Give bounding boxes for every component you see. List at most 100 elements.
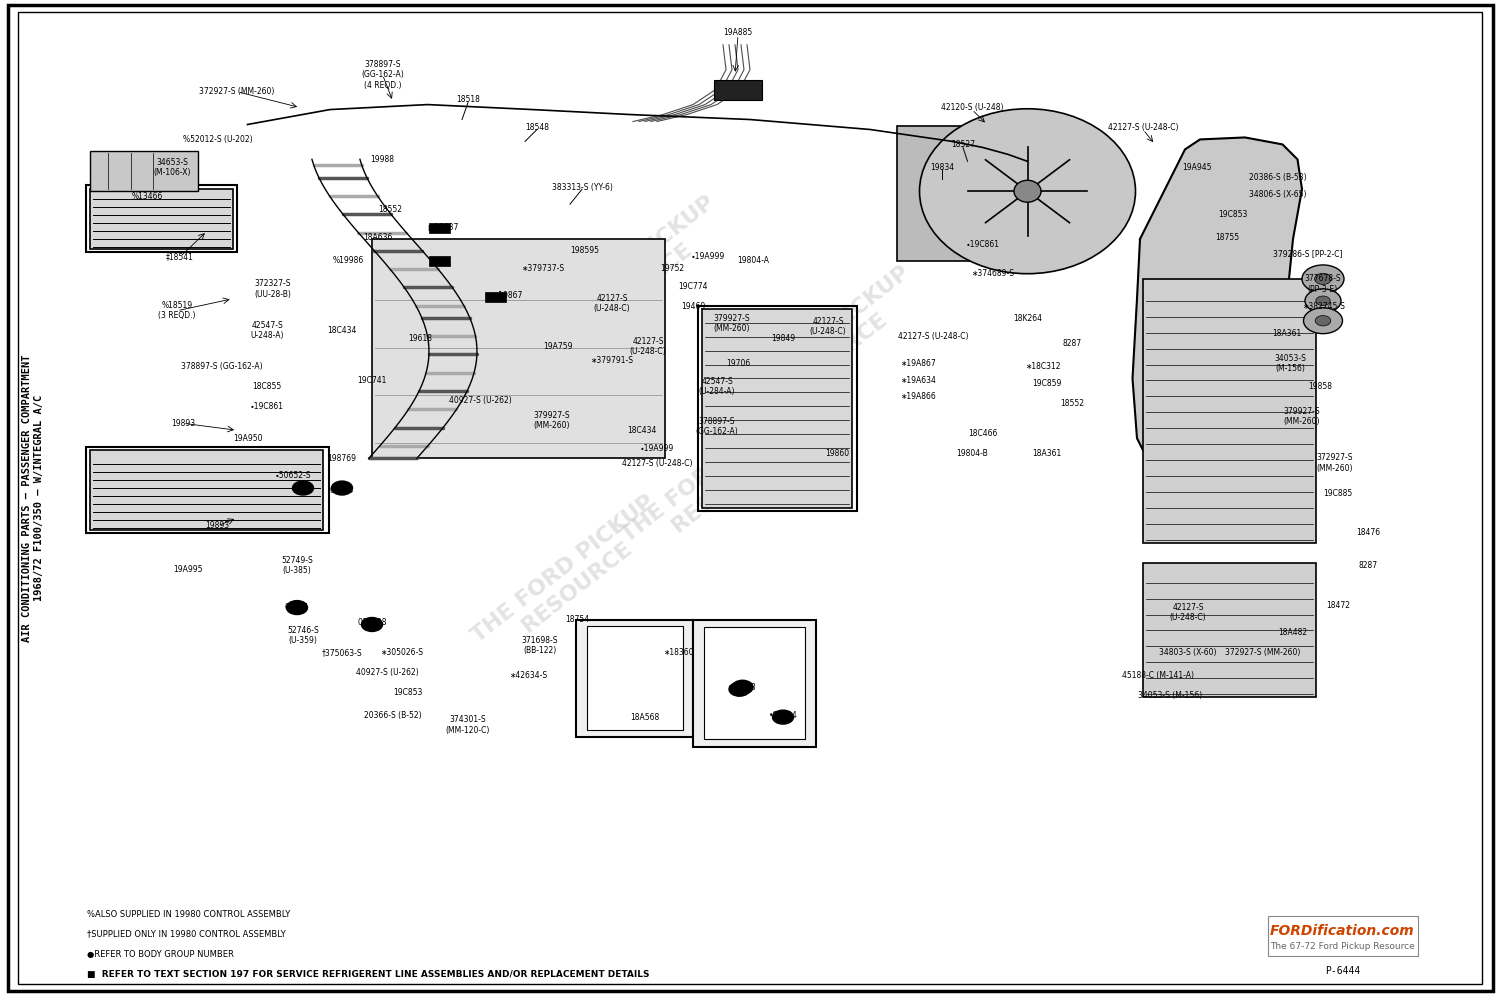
Ellipse shape <box>1316 316 1330 326</box>
Text: 19C853: 19C853 <box>1218 209 1248 219</box>
Text: 42127-S
(U-248-C): 42127-S (U-248-C) <box>1170 603 1206 622</box>
Text: 372327-S
(UU-28-B): 372327-S (UU-28-B) <box>255 279 291 299</box>
Text: 379927-S
(MM-260): 379927-S (MM-260) <box>534 410 570 430</box>
Text: THE FORD PICKUP
RESOURCE: THE FORD PICKUP RESOURCE <box>378 292 582 465</box>
Text: ∙19C861: ∙19C861 <box>251 401 284 411</box>
FancyBboxPatch shape <box>429 256 450 266</box>
Text: 19988: 19988 <box>370 154 394 164</box>
Circle shape <box>729 682 750 696</box>
Polygon shape <box>1132 137 1302 488</box>
Text: 378897-S
(GG-162-A)
(4 REQD.): 378897-S (GG-162-A) (4 REQD.) <box>362 60 404 90</box>
Text: 40927-S (U-262): 40927-S (U-262) <box>448 395 512 405</box>
Text: 42127-S (U-248-C): 42127-S (U-248-C) <box>1107 123 1179 132</box>
Text: 18A568: 18A568 <box>630 712 660 722</box>
Text: 19860: 19860 <box>825 448 849 458</box>
Text: FORDification.com: FORDification.com <box>1270 924 1414 938</box>
Text: ■19837: ■19837 <box>427 222 458 232</box>
Text: †375063-S: †375063-S <box>321 647 363 657</box>
Text: ∗379791-S: ∗379791-S <box>591 356 633 366</box>
Text: 45188-C (M-141-A): 45188-C (M-141-A) <box>1122 670 1194 680</box>
Text: 18C855: 18C855 <box>252 381 282 391</box>
Ellipse shape <box>1304 308 1342 334</box>
Text: 18A361: 18A361 <box>1272 329 1302 339</box>
Text: 378897-S
(GG-162-A): 378897-S (GG-162-A) <box>696 416 738 436</box>
Ellipse shape <box>1014 180 1041 202</box>
Text: ∙19A999: ∙19A999 <box>692 252 724 262</box>
FancyBboxPatch shape <box>576 620 693 737</box>
Text: 18552: 18552 <box>378 204 402 214</box>
Text: 19C853: 19C853 <box>393 687 423 697</box>
Text: THE FORD PICKUP
RESOURCE: THE FORD PICKUP RESOURCE <box>468 491 672 664</box>
Text: 18C466: 18C466 <box>968 428 998 438</box>
Text: ∗379737-S: ∗379737-S <box>522 264 564 274</box>
Text: 372927-S (MM-260): 372927-S (MM-260) <box>1226 647 1300 657</box>
Text: 18A482: 18A482 <box>1278 627 1308 637</box>
Ellipse shape <box>1316 296 1330 306</box>
Text: 18527: 18527 <box>951 139 975 149</box>
Text: 52746-S
(U-359): 52746-S (U-359) <box>286 625 320 645</box>
Text: ∗18C312: ∗18C312 <box>1024 362 1060 372</box>
Text: 19804-A: 19804-A <box>736 256 770 266</box>
Text: ∗19A634: ∗19A634 <box>900 375 936 385</box>
Text: ●REFER TO BODY GROUP NUMBER: ●REFER TO BODY GROUP NUMBER <box>87 949 234 959</box>
Text: ∗382745-S: ∗382745-S <box>1302 302 1344 312</box>
Text: 19C885: 19C885 <box>1323 488 1353 498</box>
Text: AIR CONDITIONING PARTS – PASSENGER COMPARTMENT
1968/72 F100/350 – W/INTEGRAL A/C: AIR CONDITIONING PARTS – PASSENGER COMPA… <box>22 355 44 641</box>
Text: ‡18541: ‡18541 <box>166 252 194 262</box>
Text: 19A950: 19A950 <box>232 433 262 443</box>
FancyBboxPatch shape <box>714 80 762 100</box>
Text: 18754: 18754 <box>566 615 590 624</box>
Text: 18A361: 18A361 <box>1032 448 1062 458</box>
FancyBboxPatch shape <box>1143 563 1316 697</box>
FancyBboxPatch shape <box>8 5 1492 991</box>
Text: 20386-S (B-53): 20386-S (B-53) <box>1250 172 1306 182</box>
Text: THE FORD PICKUP
RESOURCE: THE FORD PICKUP RESOURCE <box>528 192 732 366</box>
Circle shape <box>362 618 382 631</box>
Text: 18518: 18518 <box>456 95 480 105</box>
Text: ∗374689-S: ∗374689-S <box>972 269 1014 279</box>
Text: 19A885: 19A885 <box>723 28 753 38</box>
Text: 19834: 19834 <box>930 162 954 172</box>
FancyBboxPatch shape <box>429 223 450 233</box>
FancyBboxPatch shape <box>90 189 232 249</box>
Ellipse shape <box>1305 289 1341 313</box>
Text: 42127-S
(U-248-C): 42127-S (U-248-C) <box>630 337 666 357</box>
FancyBboxPatch shape <box>702 309 852 508</box>
Text: 18C434: 18C434 <box>627 425 657 435</box>
Text: 19A759: 19A759 <box>543 342 573 352</box>
Text: ∗19A866: ∗19A866 <box>900 391 936 401</box>
Text: 42127-S (U-248-C): 42127-S (U-248-C) <box>621 458 692 468</box>
FancyBboxPatch shape <box>90 151 198 191</box>
Text: 377678-S
(PP-3-E): 377678-S (PP-3-E) <box>1305 274 1341 294</box>
Text: 42127-S
(U-248-C): 42127-S (U-248-C) <box>594 294 630 314</box>
Text: ■  REFER TO TEXT SECTION 197 FOR SERVICE REFRIGERENT LINE ASSEMBLIES AND/OR REPL: ■ REFER TO TEXT SECTION 197 FOR SERVICE … <box>87 969 650 979</box>
Text: †SUPPLIED ONLY IN 19980 CONTROL ASSEMBLY: †SUPPLIED ONLY IN 19980 CONTROL ASSEMBLY <box>87 929 285 939</box>
Text: 19469: 19469 <box>681 302 705 312</box>
Text: 20366-S (B-52): 20366-S (B-52) <box>364 710 422 720</box>
Text: 34053-S
(M-156): 34053-S (M-156) <box>1274 354 1306 374</box>
Text: 372927-S (MM-260): 372927-S (MM-260) <box>200 87 274 97</box>
Text: 379286-S [PP-2-C]: 379286-S [PP-2-C] <box>1274 249 1342 259</box>
Text: P-6444: P-6444 <box>1324 966 1360 976</box>
Text: •01454: •01454 <box>768 710 798 720</box>
FancyBboxPatch shape <box>372 239 664 458</box>
Text: %13466: %13466 <box>132 191 162 201</box>
Text: 40927-S (U-262): 40927-S (U-262) <box>356 667 419 677</box>
Text: 8287: 8287 <box>1359 561 1377 571</box>
Text: 198595: 198595 <box>570 246 600 256</box>
Text: ∗18360: ∗18360 <box>663 647 693 657</box>
Text: 19849: 19849 <box>771 334 795 344</box>
Text: 19893: 19893 <box>171 418 195 428</box>
Text: THE FORD PICKUP
RESOURCE: THE FORD PICKUP RESOURCE <box>618 391 822 565</box>
Text: 19A945: 19A945 <box>1182 162 1212 172</box>
Text: 19A995: 19A995 <box>172 565 202 575</box>
Text: 19752: 19752 <box>660 264 684 274</box>
Text: 34803-S (X-60): 34803-S (X-60) <box>1160 647 1216 657</box>
Text: THE FORD PICKUP
RESOURCE: THE FORD PICKUP RESOURCE <box>723 262 927 435</box>
Text: 19706: 19706 <box>726 359 750 369</box>
Text: ∙19A999: ∙19A999 <box>640 443 674 453</box>
Text: ∗305026-S: ∗305026-S <box>381 647 423 657</box>
Text: 18548: 18548 <box>525 123 549 132</box>
Text: %19986: %19986 <box>333 256 363 266</box>
Text: %ALSO SUPPLIED IN 19980 CONTROL ASSEMBLY: %ALSO SUPPLIED IN 19980 CONTROL ASSEMBLY <box>87 909 291 919</box>
